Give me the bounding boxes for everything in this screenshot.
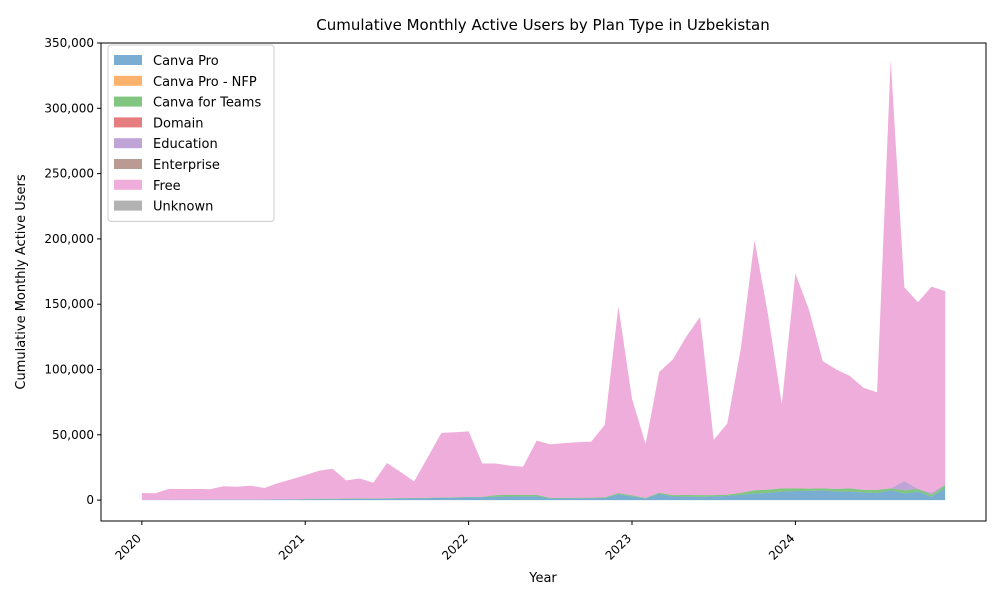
legend: Canva Pro Canva Pro - NFP Canva for Teams D… — [107, 44, 275, 222]
area-layers — [141, 59, 946, 501]
legend-swatch — [114, 75, 142, 86]
y-axis-label: Cumulative Monthly Active Users — [14, 174, 29, 389]
legend-swatch — [114, 179, 142, 190]
legend-box — [107, 44, 275, 222]
chart-title: Cumulative Monthly Active Users by Plan … — [316, 16, 770, 34]
legend-swatch — [114, 200, 142, 211]
y-tick-label: 200,000 — [44, 232, 94, 246]
y-tick-label: 0 — [86, 493, 94, 507]
legend-label: Canva Pro — [153, 54, 219, 69]
y-tick-label: 250,000 — [44, 167, 94, 181]
area-free — [141, 59, 946, 500]
legend-label: Canva for Teams — [153, 96, 261, 111]
legend-label: Canva Pro - NFP — [153, 75, 257, 90]
legend-swatch — [114, 159, 142, 169]
legend-swatch — [114, 55, 142, 65]
legend-swatch — [114, 96, 142, 107]
plot-frame — [100, 42, 987, 522]
legend-swatch — [114, 117, 142, 128]
legend-label: Enterprise — [153, 158, 220, 173]
legend-label: Unknown — [153, 200, 213, 215]
y-tick-label: 150,000 — [44, 297, 94, 311]
legend-label: Education — [153, 137, 218, 152]
y-tick-label: 50,000 — [52, 428, 94, 442]
y-axis-ticks: 0 50,000 100,000 150,000 200,000 250,000 300,0… — [44, 36, 101, 507]
legend-swatch — [114, 138, 142, 149]
y-tick-label: 300,000 — [44, 101, 94, 115]
legend-label: Free — [153, 179, 181, 194]
y-tick-label: 350,000 — [44, 36, 94, 50]
x-axis-label: Year — [528, 571, 557, 586]
legend-label: Domain — [153, 116, 203, 131]
y-tick-label: 100,000 — [44, 363, 94, 377]
area-canva-pro — [141, 488, 946, 501]
area-canva-for-teams — [141, 485, 946, 500]
